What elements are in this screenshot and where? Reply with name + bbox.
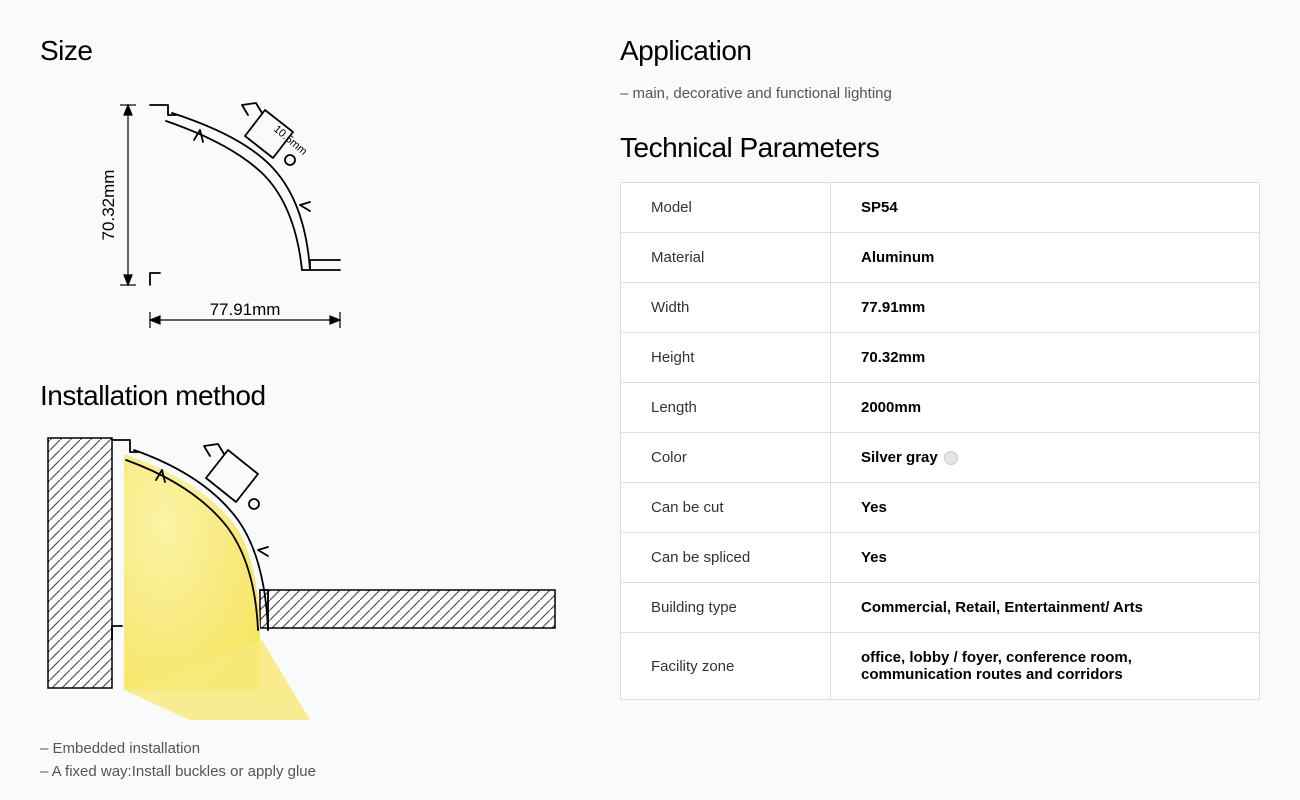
table-row: Facility zoneoffice, lobby / foyer, conf… bbox=[621, 633, 1260, 700]
size-heading: Size bbox=[40, 35, 560, 67]
param-value: 77.91mm bbox=[831, 283, 1260, 333]
application-heading: Application bbox=[620, 35, 1260, 67]
param-value: 2000mm bbox=[831, 383, 1260, 433]
main-container: Size 70.32mm bbox=[40, 35, 1260, 786]
param-label: Building type bbox=[621, 583, 831, 633]
table-row: Length2000mm bbox=[621, 383, 1260, 433]
table-row: ModelSP54 bbox=[621, 183, 1260, 233]
install-svg bbox=[40, 430, 560, 720]
install-bullet-2: – A fixed way:Install buckles or apply g… bbox=[40, 763, 560, 780]
param-value: 70.32mm bbox=[831, 333, 1260, 383]
wall-block bbox=[48, 438, 112, 688]
installation-diagram bbox=[40, 430, 560, 725]
param-value: SP54 bbox=[831, 183, 1260, 233]
param-label: Color bbox=[621, 433, 831, 483]
table-row: MaterialAluminum bbox=[621, 233, 1260, 283]
application-bullet: – main, decorative and functional lighti… bbox=[620, 85, 1260, 102]
table-row: Height70.32mm bbox=[621, 333, 1260, 383]
install-bullet-1: – Embedded installation bbox=[40, 740, 560, 757]
param-value: Aluminum bbox=[831, 233, 1260, 283]
ceiling-block bbox=[260, 590, 555, 628]
param-value: Silver gray bbox=[831, 433, 1260, 483]
table-row: Building typeCommercial, Retail, Enterta… bbox=[621, 583, 1260, 633]
param-label: Can be spliced bbox=[621, 533, 831, 583]
right-column: Application – main, decorative and funct… bbox=[620, 35, 1260, 786]
table-row: ColorSilver gray bbox=[621, 433, 1260, 483]
param-label: Model bbox=[621, 183, 831, 233]
width-dim: 77.91mm bbox=[210, 300, 281, 319]
left-column: Size 70.32mm bbox=[40, 35, 560, 786]
param-value: Yes bbox=[831, 483, 1260, 533]
param-label: Can be cut bbox=[621, 483, 831, 533]
parameters-heading: Technical Parameters bbox=[620, 132, 1260, 164]
param-value: Commercial, Retail, Entertainment/ Arts bbox=[831, 583, 1260, 633]
param-value: office, lobby / foyer, conference room, … bbox=[831, 633, 1260, 700]
table-row: Can be cutYes bbox=[621, 483, 1260, 533]
height-dim: 70.32mm bbox=[99, 170, 118, 241]
color-swatch-icon bbox=[944, 451, 958, 465]
param-label: Length bbox=[621, 383, 831, 433]
param-label: Width bbox=[621, 283, 831, 333]
table-row: Can be splicedYes bbox=[621, 533, 1260, 583]
installation-heading: Installation method bbox=[40, 380, 560, 412]
table-row: Width77.91mm bbox=[621, 283, 1260, 333]
param-value: Yes bbox=[831, 533, 1260, 583]
param-label: Height bbox=[621, 333, 831, 383]
param-label: Facility zone bbox=[621, 633, 831, 700]
size-diagram: 70.32mm bbox=[90, 85, 560, 350]
size-svg: 70.32mm bbox=[90, 85, 410, 345]
param-label: Material bbox=[621, 233, 831, 283]
parameters-table: ModelSP54MaterialAluminumWidth77.91mmHei… bbox=[620, 182, 1260, 700]
